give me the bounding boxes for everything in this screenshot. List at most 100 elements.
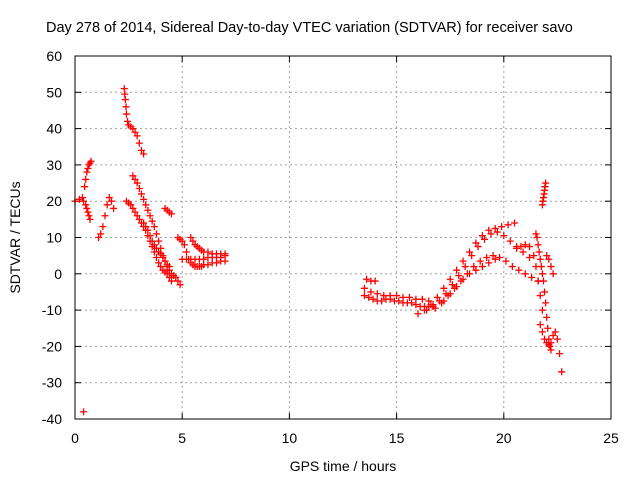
data-point [174,277,182,285]
data-point [542,179,550,187]
data-point [448,281,456,289]
data-point [140,150,148,158]
data-point [485,226,493,234]
data-point [97,230,105,238]
data-point [172,273,180,281]
data-point [369,295,377,303]
data-point [558,368,566,376]
y-tick-label: 30 [46,157,62,173]
data-point [176,281,184,289]
data-point [85,212,93,220]
data-point [468,252,476,260]
data-point [157,250,165,258]
data-point [122,103,130,111]
data-point [541,288,549,296]
data-point [221,252,229,260]
data-point [133,212,141,220]
data-point [549,332,557,340]
data-point [87,157,95,165]
data-point [157,263,165,271]
data-point [159,253,167,261]
data-point [536,255,544,263]
data-point [165,263,173,271]
data-point [465,248,473,256]
data-point [395,297,403,305]
data-point [80,197,88,205]
chart-title: Day 278 of 2014, Sidereal Day-to-day VTE… [46,20,573,36]
y-tick-label: 10 [46,230,62,246]
data-point [99,223,107,231]
data-point [161,257,169,265]
data-point [547,346,555,354]
data-point [146,232,154,240]
data-point [478,232,486,240]
data-point [521,241,529,249]
data-point [530,252,538,260]
data-point [504,221,512,229]
y-tick-label: -40 [42,411,62,427]
data-point [538,328,546,336]
data-point [133,132,141,140]
data-point [506,237,514,245]
data-point [412,295,420,303]
data-point [526,253,534,261]
data-point [425,297,433,305]
data-point [472,266,480,274]
data-point [535,248,543,256]
data-point [453,266,461,274]
data-point [491,224,499,232]
data-point [360,284,368,292]
data-point [80,408,88,416]
data-point [472,239,480,247]
data-point [549,270,557,278]
data-point [200,255,208,263]
data-point [135,215,143,223]
data-point [465,270,473,278]
data-point [84,165,92,173]
data-point [433,293,441,301]
data-point [83,168,91,176]
data-point [378,297,386,305]
data-point [431,304,439,312]
data-point [539,277,547,285]
data-point [544,324,552,332]
data-point [82,175,90,183]
data-point [502,257,510,265]
data-point [513,244,521,252]
ticks: 0 5 10 15 20 25 -40 -30 -20 -10 0 10 20 30 40 50 60 [42,48,619,446]
plot-frame [74,55,612,420]
data-point [363,275,371,283]
data-point [127,201,135,209]
data-point [399,293,407,301]
data-point [474,243,482,251]
data-point [187,234,195,241]
data-point [152,244,160,252]
data-point [133,179,141,187]
data-points [71,85,566,416]
data-point [553,335,561,343]
data-point [547,263,555,271]
data-point [122,110,130,118]
data-point [144,206,152,214]
data-point [440,297,448,305]
data-point [189,237,197,245]
data-point [163,270,171,278]
x-axis-label: GPS time / hours [290,458,397,474]
grid [75,56,611,419]
data-point [121,96,129,104]
data-point [485,259,493,267]
data-point [217,253,225,261]
data-point [148,217,156,225]
data-point [182,248,190,256]
data-point [461,263,469,271]
data-point [110,204,118,212]
data-point [536,292,544,300]
data-point [81,183,89,191]
data-point [538,306,546,314]
data-point [204,261,212,269]
y-axis-label: SDTVAR / TECUs [7,181,23,293]
data-point [498,223,506,231]
data-point [371,277,379,285]
data-point [542,299,550,307]
